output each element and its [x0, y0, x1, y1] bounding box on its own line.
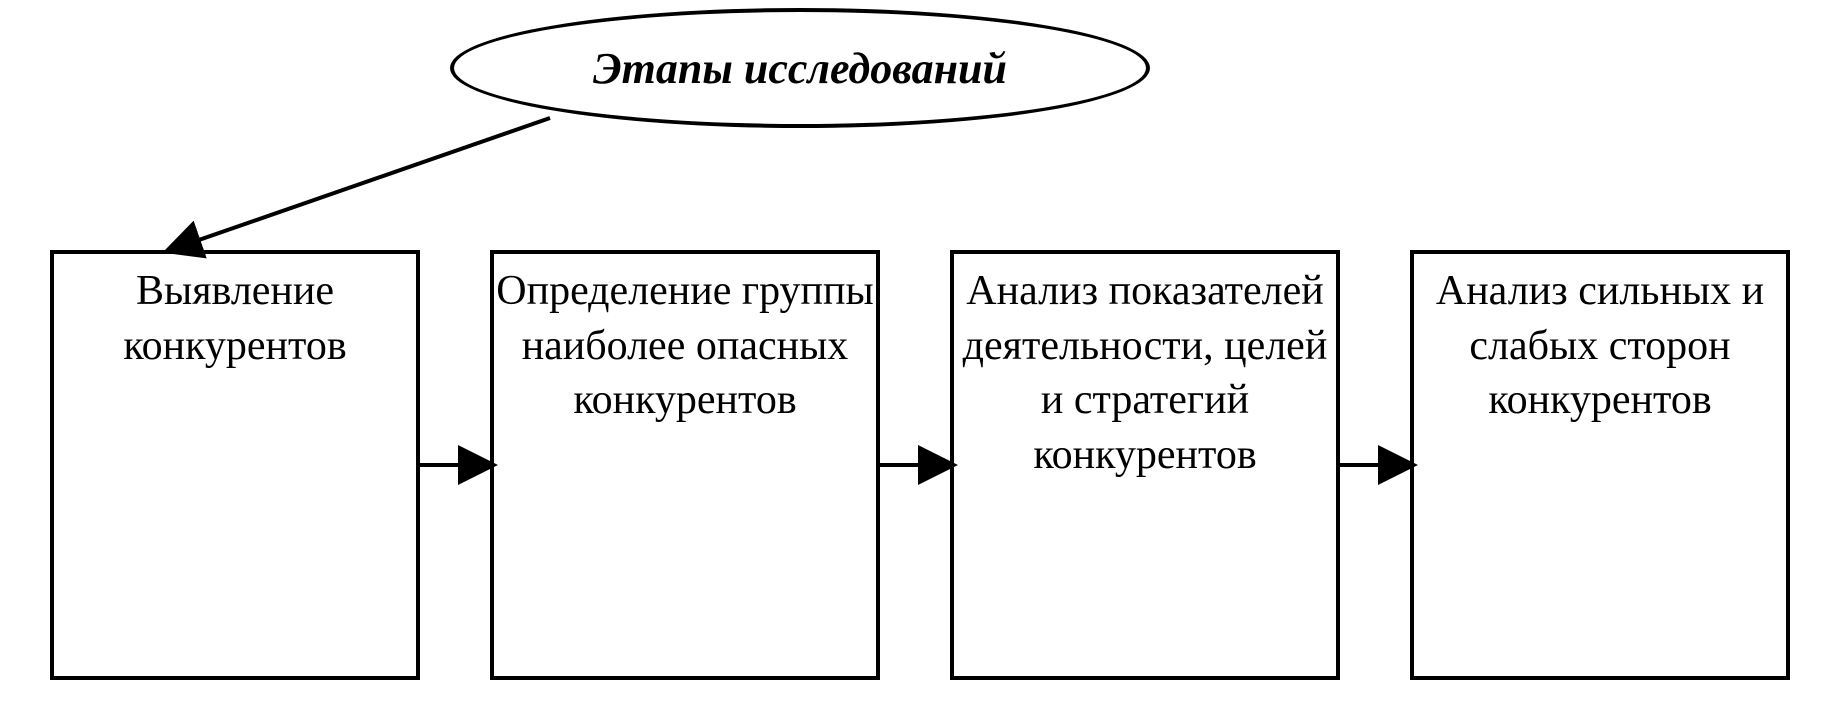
title-label: Этапы исследований — [593, 43, 1007, 94]
box-3-label: Анализ показателей деятельности, целей и… — [963, 268, 1328, 478]
box-4: Анализ сильных и слабых сторон конкурент… — [1410, 250, 1790, 680]
box-1-label: Выявление конкурентов — [123, 268, 346, 369]
box-1: Выявление конкурентов — [50, 250, 420, 680]
title-ellipse: Этапы исследований — [450, 8, 1150, 128]
box-4-label: Анализ сильных и слабых сторон конкурент… — [1436, 268, 1764, 423]
box-3: Анализ показателей деятельности, целей и… — [950, 250, 1340, 680]
box-2-label: Определение группы наиболее опасных конк… — [496, 268, 873, 423]
box-2: Определение группы наиболее опасных конк… — [490, 250, 880, 680]
